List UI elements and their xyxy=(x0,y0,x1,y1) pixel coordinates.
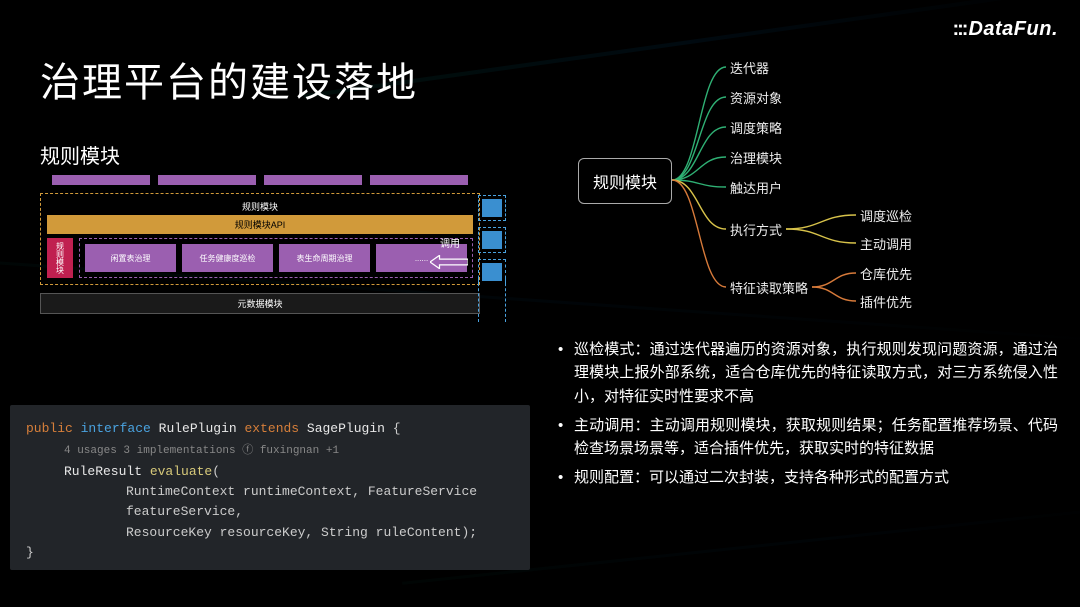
code-snippet: public interface RulePlugin extends Sage… xyxy=(10,405,530,570)
mindmap-node: 迭代器 xyxy=(730,58,769,77)
section-subtitle: 规则模块 xyxy=(40,140,120,169)
mindmap-node: 仓库优先 xyxy=(860,264,912,283)
code-keyword: extends xyxy=(244,421,299,436)
arch-item: 任务健康度巡检 xyxy=(182,244,273,272)
mindmap-node: 资源对象 xyxy=(730,88,782,107)
code-return-type: RuleResult xyxy=(64,464,142,479)
mindmap-node: 治理模块 xyxy=(730,148,782,167)
mindmap-root-node: 规则模块 xyxy=(578,158,672,204)
mindmap-node: 调度巡检 xyxy=(860,206,912,225)
code-class: RulePlugin xyxy=(159,421,237,436)
mindmap-node: 调度策略 xyxy=(730,118,782,137)
arch-api-bar: 规则模块API xyxy=(47,215,473,234)
arch-meta-bar: 元数据模块 xyxy=(40,293,480,314)
architecture-diagram: 规则模块 规则模块API 规则模块 闲置表治理 任务健康度巡检 表生命周期治理 … xyxy=(40,175,480,345)
arrow-left-icon xyxy=(430,255,468,269)
arch-rule-module-group: 规则模块 规则模块API 规则模块 闲置表治理 任务健康度巡检 表生命周期治理 … xyxy=(40,193,480,285)
code-class: SagePlugin xyxy=(307,421,385,436)
arch-item: 表生命周期治理 xyxy=(279,244,370,272)
page-title: 治理平台的建设落地 xyxy=(40,50,418,108)
arch-side-block: 规则模块 xyxy=(47,238,73,278)
bullet-item: 规则配置：可以通过二次封装，支持各种形式的配置方式 xyxy=(558,466,1058,489)
arch-right-stack xyxy=(478,195,506,322)
arch-top-placeholders xyxy=(40,175,480,189)
code-meta-line: 4 usages 3 implementations ⓕ fuxingnan +… xyxy=(26,443,514,460)
description-bullets: 巡检模式：通过迭代器遍历的资源对象，执行规则发现问题资源，通过治理模块上报外部系… xyxy=(558,338,1058,496)
mindmap-node: 特征读取策略 xyxy=(730,278,808,297)
code-paren: ( xyxy=(212,464,220,479)
code-keyword: interface xyxy=(81,421,151,436)
mindmap-node: 执行方式 xyxy=(730,220,782,239)
arch-inner-items: 闲置表治理 任务健康度巡检 表生命周期治理 ...... xyxy=(79,238,473,278)
code-params: ResourceKey resourceKey, String ruleCont… xyxy=(26,523,514,543)
brand-logo: DataFun. xyxy=(952,18,1058,41)
bullet-item: 主动调用：主动调用规则模块，获取规则结果；任务配置推荐场景、代码检查场景场景等，… xyxy=(558,414,1058,461)
arch-item: 闲置表治理 xyxy=(85,244,176,272)
code-brace: { xyxy=(393,421,401,436)
mindmap-node: 触达用户 xyxy=(730,178,782,197)
mindmap-node: 插件优先 xyxy=(860,292,912,311)
mindmap-diagram: 规则模块 迭代器资源对象调度策略治理模块触达用户执行方式 调度巡检主动调用特征读取… xyxy=(560,50,1060,330)
arch-call-label: 调用 xyxy=(440,235,460,250)
mindmap-node: 主动调用 xyxy=(860,234,912,253)
code-keyword: public xyxy=(26,421,73,436)
bullet-item: 巡检模式：通过迭代器遍历的资源对象，执行规则发现问题资源，通过治理模块上报外部系… xyxy=(558,338,1058,408)
code-brace: } xyxy=(26,543,514,563)
arch-section-label: 规则模块 xyxy=(47,198,473,215)
code-method-name: evaluate xyxy=(150,464,212,479)
code-params: RuntimeContext runtimeContext, FeatureSe… xyxy=(26,482,514,522)
